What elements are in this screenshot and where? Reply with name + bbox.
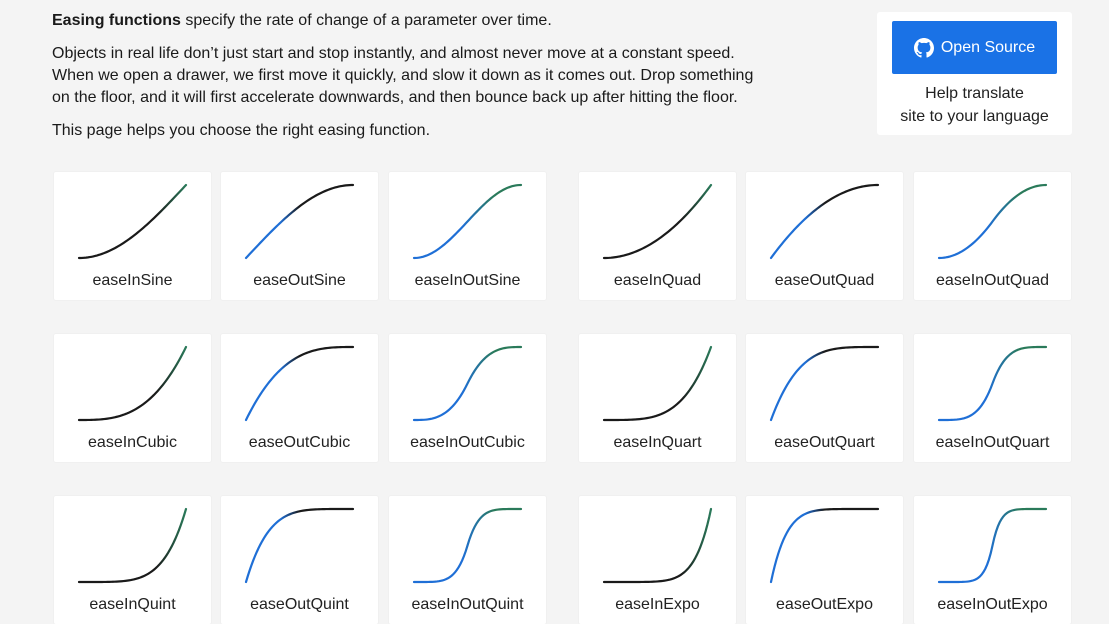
easing-label: easeOutExpo (776, 596, 873, 613)
intro-title: Easing functions specify the rate of cha… (52, 10, 812, 32)
easing-card-easeInExpo[interactable]: easeInExpo (579, 496, 736, 624)
easing-curve-line (769, 507, 880, 584)
easing-card-easeInOutCubic[interactable]: easeInOutCubic (389, 334, 546, 462)
github-icon (913, 37, 934, 58)
easing-label: easeInOutQuart (935, 434, 1050, 451)
easing-card-easeInOutQuad[interactable]: easeInOutQuad (914, 172, 1071, 300)
easing-curve-icon (412, 345, 523, 422)
easing-card-easeOutQuart[interactable]: easeOutQuart (746, 334, 903, 462)
easing-card-easeInQuad[interactable]: easeInQuad (579, 172, 736, 300)
easing-label: easeInOutQuad (936, 272, 1049, 289)
easing-card-easeOutCubic[interactable]: easeOutCubic (221, 334, 378, 462)
easing-curve-line (77, 345, 188, 422)
easing-card-easeInOutExpo[interactable]: easeInOutExpo (914, 496, 1071, 624)
easing-curve-line (244, 345, 355, 422)
easing-card-easeInQuart[interactable]: easeInQuart (579, 334, 736, 462)
easing-card-easeInOutQuint[interactable]: easeInOutQuint (389, 496, 546, 624)
easing-curve-icon (412, 183, 523, 260)
easing-card-easeInOutSine[interactable]: easeInOutSine (389, 172, 546, 300)
easing-label: easeInExpo (615, 596, 700, 613)
easing-label: easeInQuad (613, 272, 702, 289)
intro-line-1: Objects in real life don’t just start an… (52, 45, 735, 62)
easing-curve-icon (602, 507, 713, 584)
easing-curve-icon (244, 345, 355, 422)
easing-label: easeInQuart (613, 434, 702, 451)
easing-curve-icon (77, 507, 188, 584)
easing-curve-line (77, 183, 188, 260)
easing-card-easeOutQuad[interactable]: easeOutQuad (746, 172, 903, 300)
easing-card-easeInOutQuart[interactable]: easeInOutQuart (914, 334, 1071, 462)
easing-curve-icon (412, 507, 523, 584)
easing-curve-line (602, 345, 713, 422)
easing-curve-line (769, 183, 880, 260)
intro-paragraph: Objects in real life don’t just start an… (52, 43, 812, 109)
sidebar-panel: Open Source Help translate site to your … (877, 12, 1072, 135)
easing-curve-icon (937, 345, 1048, 422)
easing-curve-icon (244, 183, 355, 260)
easing-curve-line (412, 345, 523, 422)
easing-card-easeInSine[interactable]: easeInSine (54, 172, 211, 300)
easing-curve-icon (769, 507, 880, 584)
intro-title-rest: specify the rate of change of a paramete… (180, 12, 552, 29)
easing-card-easeOutExpo[interactable]: easeOutExpo (746, 496, 903, 624)
easing-label: easeInCubic (88, 434, 177, 451)
easing-curve-line (244, 183, 355, 260)
easing-label: easeInSine (92, 272, 173, 289)
easing-label: easeInQuint (89, 596, 176, 613)
easing-curve-icon (602, 183, 713, 260)
easing-label: easeOutQuart (774, 434, 875, 451)
easing-curve-icon (937, 507, 1048, 584)
easing-label: easeOutQuad (774, 272, 875, 289)
intro: Easing functions specify the rate of cha… (52, 10, 812, 153)
easing-curve-icon (937, 183, 1048, 260)
easing-curve-icon (77, 183, 188, 260)
easing-card-easeOutQuint[interactable]: easeOutQuint (221, 496, 378, 624)
easing-label: easeInOutExpo (937, 596, 1048, 613)
easing-curve-icon (244, 507, 355, 584)
translate-line-1: Help translate (925, 85, 1024, 102)
intro-note: This page helps you choose the right eas… (52, 122, 431, 139)
easing-curve-icon (77, 345, 188, 422)
intro-line-2: When we open a drawer, we first move it … (52, 67, 754, 84)
translate-link[interactable]: Help translate site to your language (877, 82, 1072, 128)
easing-curve-icon (769, 183, 880, 260)
easing-curve-line (412, 183, 523, 260)
easing-card-easeInQuint[interactable]: easeInQuint (54, 496, 211, 624)
easing-label: easeInOutSine (414, 272, 521, 289)
easing-curve-line (937, 345, 1048, 422)
easing-label: easeInOutCubic (410, 434, 525, 451)
easing-label: easeOutSine (253, 272, 346, 289)
easing-curve-line (412, 507, 523, 584)
easing-curve-icon (769, 345, 880, 422)
easing-curve-icon (602, 345, 713, 422)
easing-curve-line (602, 183, 713, 260)
easing-label: easeInOutQuint (411, 596, 524, 613)
easing-curve-line (77, 507, 188, 584)
easing-curve-line (602, 507, 713, 584)
easing-curve-line (937, 183, 1048, 260)
easing-curve-line (769, 345, 880, 422)
easing-curve-line (244, 507, 355, 584)
easing-label: easeOutCubic (248, 434, 351, 451)
easing-curve-line (937, 507, 1048, 584)
intro-title-bold: Easing functions (52, 12, 181, 29)
translate-line-2: site to your language (900, 108, 1049, 125)
easing-card-easeInCubic[interactable]: easeInCubic (54, 334, 211, 462)
open-source-button[interactable]: Open Source (892, 21, 1057, 74)
easing-label: easeOutQuint (250, 596, 349, 613)
easing-card-easeOutSine[interactable]: easeOutSine (221, 172, 378, 300)
intro-line-3: on the floor, and it will first accelera… (52, 89, 738, 106)
open-source-label: Open Source (940, 38, 1036, 56)
